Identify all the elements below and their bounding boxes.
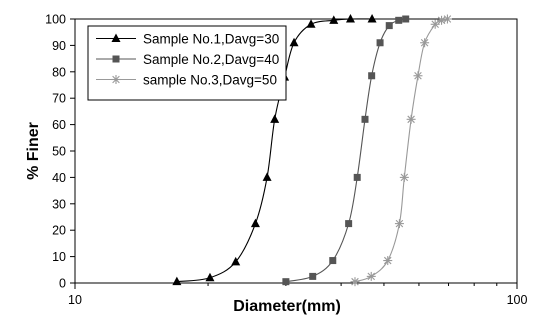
legend: Sample No.1,Davg=30 Sample No.2,Davg=40 sa… — [87, 25, 287, 101]
asterisk-stroke — [431, 20, 439, 29]
y-tick-label: 50 — [52, 145, 66, 159]
triangle-marker — [289, 37, 299, 47]
triangle-marker — [250, 218, 260, 228]
square-marker — [345, 220, 353, 228]
legend-label: Sample No.1,Davg=30 — [143, 32, 279, 47]
series-3 — [350, 14, 452, 287]
square-marker — [395, 16, 403, 24]
asterisk-marker — [383, 256, 393, 266]
asterisk-stroke — [351, 277, 359, 286]
asterisk-marker — [394, 219, 404, 229]
triangle-marker — [329, 15, 339, 24]
asterisk-marker — [430, 19, 440, 29]
square-marker — [282, 278, 290, 286]
x-tick-label: 100 — [507, 293, 528, 307]
asterisk-stroke — [400, 173, 409, 182]
asterisk-stroke — [367, 272, 376, 281]
y-tick-label: 100 — [45, 13, 66, 27]
series-layer — [172, 14, 452, 287]
asterisk-marker — [406, 114, 416, 124]
triangle-marker — [205, 272, 215, 282]
triangle-marker — [270, 114, 280, 123]
square-marker — [385, 22, 393, 30]
y-tick-label: 20 — [52, 224, 66, 238]
triangle-marker — [367, 14, 377, 23]
asterisk-marker — [399, 172, 409, 182]
asterisk-stroke — [112, 75, 120, 84]
triangle-marker — [345, 14, 355, 23]
y-tick-label: 90 — [52, 39, 66, 53]
triangle-marker — [306, 19, 316, 28]
y-tick-label: 70 — [52, 92, 66, 106]
asterisk-marker — [366, 271, 376, 281]
x-tick-label: 10 — [68, 293, 82, 307]
y-tick-label: 30 — [52, 197, 66, 211]
y-tick-label: 60 — [52, 118, 66, 132]
triangle-marker — [262, 172, 272, 181]
triangle-marker — [111, 33, 121, 42]
asterisk-marker — [413, 71, 423, 81]
square-marker — [402, 15, 410, 23]
y-tick-label: 80 — [52, 65, 66, 79]
asterisk-stroke — [383, 256, 392, 265]
y-tick-label: 10 — [52, 250, 66, 264]
asterisk-stroke — [395, 219, 404, 228]
asterisk-stroke — [443, 15, 452, 23]
legend-label: Sample No.2,Davg=40 — [143, 52, 279, 67]
triangle-marker — [231, 256, 241, 266]
asterisk-marker — [420, 38, 430, 48]
square-marker — [361, 115, 369, 123]
asterisk-marker — [442, 14, 452, 24]
asterisk-stroke — [414, 71, 422, 80]
series-2 — [282, 15, 410, 286]
asterisk-marker — [111, 75, 121, 84]
square-marker — [376, 39, 384, 47]
asterisk-stroke — [437, 16, 446, 25]
triangle-marker — [172, 276, 182, 286]
asterisk-marker — [437, 15, 447, 25]
square-marker — [329, 257, 337, 265]
asterisk-stroke — [407, 115, 415, 124]
x-axis-title: Diameter(mm) — [233, 298, 341, 315]
legend-label: sample No.3,Davg=50 — [143, 73, 277, 88]
square-marker — [309, 272, 317, 280]
y-tick-label: 40 — [52, 171, 66, 185]
asterisk-marker — [350, 277, 360, 287]
square-marker — [353, 173, 361, 181]
asterisk-stroke — [420, 38, 429, 47]
square-marker — [112, 55, 120, 63]
square-marker — [368, 72, 376, 80]
y-tick-label: 0 — [59, 277, 66, 291]
y-axis-title: % Finer — [25, 122, 42, 180]
